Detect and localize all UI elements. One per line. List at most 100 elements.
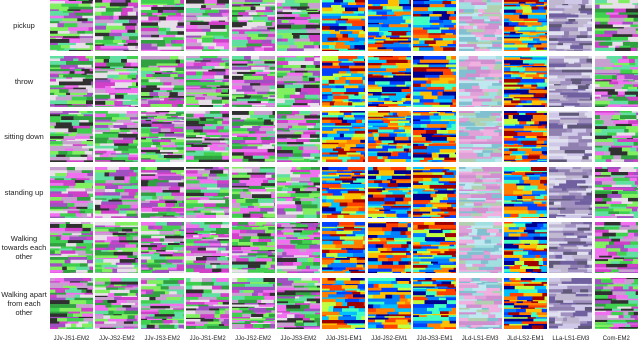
- texture-stripe: [522, 201, 534, 204]
- texture-stripe: [368, 180, 374, 183]
- texture-stripe: [115, 20, 130, 24]
- texture-stripe: [163, 147, 177, 150]
- texture-stripe: [270, 137, 274, 140]
- texture-stripe: [427, 68, 437, 71]
- texture-stripe: [413, 141, 432, 143]
- texture-stripe: [445, 146, 452, 150]
- texture-stripe: [394, 86, 410, 89]
- texture-stripe: [635, 29, 637, 31]
- texture-stripe: [95, 12, 102, 16]
- texture-stripe: [277, 33, 292, 35]
- texture-stripe: [295, 0, 306, 3]
- texture-stripe: [368, 27, 379, 31]
- texture-stripe: [59, 74, 64, 77]
- texture-stripe: [464, 144, 473, 148]
- texture-stripe: [430, 149, 440, 153]
- texture-stripe: [386, 47, 395, 49]
- texture-stripe: [618, 81, 632, 84]
- texture-stripe: [585, 113, 592, 117]
- texture-stripe: [243, 137, 257, 140]
- texture-stripe: [396, 93, 407, 95]
- texture-stripe: [251, 66, 265, 69]
- texture-stripe: [91, 197, 93, 201]
- texture-stripe: [136, 74, 138, 78]
- texture-stripe: [203, 94, 208, 96]
- texture-stripe: [519, 121, 526, 124]
- texture-stripe: [447, 11, 455, 14]
- texture-stripe: [102, 201, 116, 205]
- texture-stripe: [203, 71, 216, 75]
- texture-stripe: [296, 208, 303, 211]
- texture-stripe: [459, 80, 470, 83]
- texture-stripe: [595, 136, 612, 139]
- texture-stripe: [628, 120, 638, 124]
- texture-stripe: [73, 34, 80, 37]
- texture-stripe: [277, 185, 285, 187]
- texture-stripe: [511, 100, 521, 103]
- texture-stripe: [368, 175, 376, 179]
- texture-stripe: [549, 150, 565, 154]
- texture-stripe: [595, 172, 601, 176]
- texture-stripe: [277, 3, 282, 7]
- texture-stripe: [495, 159, 502, 162]
- texture-stripe: [308, 3, 320, 7]
- texture-stripe: [504, 89, 516, 93]
- texture-stripe: [250, 37, 265, 40]
- feature-image: [186, 222, 229, 273]
- texture-stripe: [493, 150, 502, 153]
- feature-image: [368, 0, 411, 51]
- texture-stripe: [288, 191, 296, 193]
- texture-stripe: [254, 205, 259, 207]
- texture-stripe: [141, 56, 154, 60]
- texture-stripe: [164, 133, 183, 137]
- texture-stripe: [399, 4, 411, 7]
- texture-stripe: [210, 235, 219, 238]
- texture-stripe: [300, 3, 308, 7]
- texture-stripe: [544, 183, 547, 185]
- texture-stripe: [311, 167, 320, 170]
- texture-stripe: [406, 118, 411, 120]
- texture-stripe: [396, 84, 406, 86]
- texture-stripe: [375, 140, 381, 143]
- texture-stripe: [373, 167, 378, 171]
- texture-stripe: [176, 175, 184, 178]
- texture-stripe: [519, 213, 527, 217]
- texture-stripe: [186, 111, 206, 114]
- texture-stripe: [151, 124, 162, 128]
- texture-stripe: [206, 62, 220, 66]
- texture-stripe: [450, 135, 456, 137]
- texture-stripe: [87, 96, 94, 100]
- texture-stripe: [515, 210, 529, 214]
- texture-stripe: [273, 128, 275, 131]
- texture-stripe: [210, 147, 217, 151]
- texture-stripe: [346, 77, 363, 80]
- feature-image: [95, 222, 138, 273]
- texture-stripe: [50, 68, 70, 71]
- texture-stripe: [350, 148, 365, 151]
- texture-stripe: [122, 40, 126, 43]
- texture-stripe: [50, 193, 68, 197]
- texture-stripe: [301, 201, 312, 205]
- texture-stripe: [636, 94, 638, 96]
- texture-stripe: [203, 173, 210, 176]
- texture-stripe: [170, 28, 184, 32]
- texture-stripe: [170, 160, 182, 163]
- texture-stripe: [274, 202, 275, 205]
- texture-stripe: [459, 9, 464, 13]
- texture-stripe: [148, 247, 152, 250]
- texture-stripe: [619, 46, 630, 48]
- texture-stripe: [474, 5, 487, 9]
- texture-stripe: [186, 208, 198, 210]
- texture-stripe: [413, 211, 431, 213]
- texture-stripe: [141, 82, 153, 86]
- texture-stripe: [421, 113, 434, 116]
- texture-stripe: [459, 118, 469, 122]
- texture-stripe: [566, 41, 578, 44]
- texture-stripe: [285, 84, 304, 88]
- texture-stripe: [629, 211, 637, 214]
- texture-stripe: [322, 79, 329, 83]
- texture-stripe: [332, 202, 341, 206]
- texture-stripe: [101, 16, 110, 20]
- texture-stripe: [364, 42, 365, 45]
- texture-stripe: [469, 80, 482, 83]
